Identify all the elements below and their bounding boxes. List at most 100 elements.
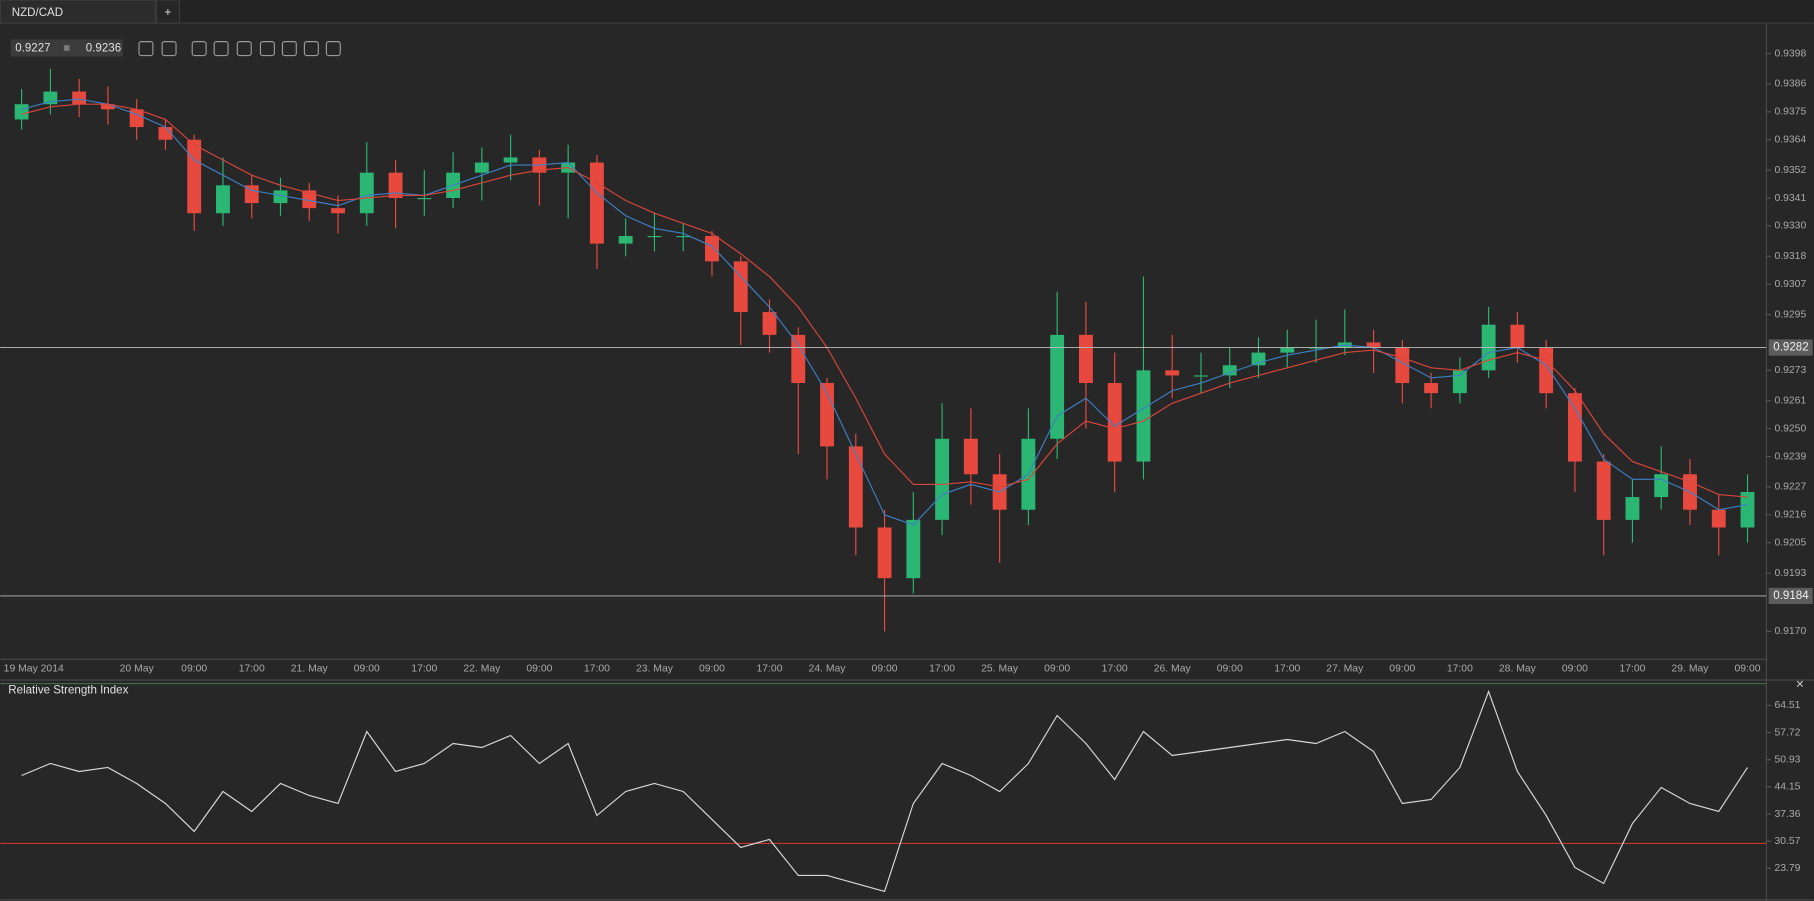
x-tick-label: 23. May	[636, 663, 674, 674]
add-tab-label: +	[165, 7, 172, 19]
candle-body	[14, 104, 29, 120]
price-level-box	[1768, 339, 1813, 356]
x-tick-label: 09:00	[1044, 663, 1070, 674]
moving-average-line	[21, 98, 1748, 526]
x-tick-label: 19 May 2014	[4, 663, 64, 674]
edit-button[interactable]	[303, 41, 319, 57]
rsi-line	[21, 689, 1748, 893]
y-tick-label: 0.9352	[1774, 165, 1806, 176]
y-tick-label: 0.9205	[1774, 537, 1806, 548]
y-tick-label: 0.9375	[1774, 107, 1806, 118]
y-tick-label: 0.9307	[1774, 279, 1806, 290]
x-tick-label: 17:00	[1447, 663, 1473, 674]
candle-body	[302, 190, 317, 209]
x-tick-label: 29. May	[1671, 663, 1709, 674]
candle-body	[791, 334, 806, 384]
x-tick-label: 17:00	[1619, 663, 1645, 674]
x-tick-label: 17:00	[756, 663, 782, 674]
x-tick-label: 27. May	[1326, 663, 1364, 674]
x-tick-label: 17:00	[411, 663, 437, 674]
candle-body	[1424, 383, 1439, 394]
indicators-button[interactable]	[236, 41, 252, 57]
y-tick-label: 0.9239	[1774, 451, 1806, 462]
candle-body	[877, 527, 892, 579]
zoom-in-button[interactable]	[161, 41, 177, 57]
x-tick-label: 17:00	[1274, 663, 1300, 674]
y-tick-label: 0.9170	[1774, 626, 1806, 637]
objects-button[interactable]	[281, 41, 297, 57]
candle-body	[100, 104, 115, 110]
y-tick-label: 0.9227	[1774, 482, 1806, 493]
candle-body	[1280, 347, 1295, 353]
x-tick-label: 09:00	[1735, 663, 1761, 674]
x-tick-label: 25. May	[981, 663, 1019, 674]
candle-body	[388, 172, 403, 199]
x-tick-label: 20 May	[120, 663, 155, 674]
price-level-box	[1768, 587, 1813, 605]
candle-body	[216, 185, 230, 214]
y-tick-label: 0.9364	[1774, 134, 1806, 145]
draw-button[interactable]	[325, 41, 341, 57]
candle-body	[273, 190, 288, 204]
candle-body	[1165, 370, 1180, 376]
x-tick-label: 21. May	[291, 663, 329, 674]
y-tick-label: 0.9250	[1774, 423, 1806, 434]
candle-body	[1194, 375, 1208, 377]
candle-body	[1309, 347, 1323, 349]
indicator-title: Relative Strength Index	[8, 685, 128, 697]
candle-body	[762, 312, 777, 335]
candle-body	[43, 91, 58, 105]
y-tick-label: 64.51	[1774, 700, 1800, 711]
x-tick-label: 17:00	[239, 663, 265, 674]
y-tick-label: 0.9273	[1774, 365, 1806, 376]
price-level-label: 0.9282	[1773, 342, 1808, 354]
y-tick-label: 37.36	[1774, 809, 1800, 820]
tab-bar	[0, 0, 1814, 24]
y-tick-label: 0.9318	[1774, 251, 1806, 262]
y-tick-label: 57.72	[1774, 727, 1800, 738]
candle-body	[1596, 461, 1611, 520]
quote-separator	[63, 45, 70, 51]
x-tick-label: 09:00	[872, 663, 898, 674]
candle-body	[1510, 324, 1525, 348]
x-tick-label: 26. May	[1154, 663, 1192, 674]
y-tick-label: 44.15	[1774, 782, 1800, 793]
studies-button[interactable]	[259, 41, 275, 57]
x-tick-label: 09:00	[699, 663, 725, 674]
candle-body	[1625, 497, 1640, 520]
y-tick-label: 0.9341	[1774, 193, 1806, 204]
candle-body	[733, 261, 748, 313]
candle-body	[647, 236, 662, 238]
x-tick-label: 24. May	[809, 663, 847, 674]
y-tick-label: 0.9330	[1774, 221, 1806, 232]
timeframe-button[interactable]	[191, 41, 207, 57]
indicator-close[interactable]: ×	[1796, 675, 1804, 691]
candle-body	[1740, 491, 1755, 528]
zoom-out-button[interactable]	[138, 41, 154, 57]
x-tick-label: 09:00	[1217, 663, 1243, 674]
candle-body	[618, 236, 633, 244]
candle-body	[72, 91, 87, 105]
x-tick-label: 09:00	[354, 663, 380, 674]
candle-body	[705, 236, 719, 262]
candle-body	[589, 162, 604, 244]
candle-body	[1654, 474, 1669, 498]
candle-body	[1567, 393, 1582, 462]
x-tick-label: 09:00	[181, 663, 207, 674]
x-tick-label: 17:00	[1102, 663, 1128, 674]
x-tick-label: 09:00	[526, 663, 552, 674]
candle-body	[331, 208, 345, 214]
candle-body	[474, 162, 489, 173]
bid-price: 0.9227	[15, 43, 50, 55]
candle-body	[1136, 370, 1151, 462]
x-tick-label: 09:00	[1562, 663, 1588, 674]
candle-body	[820, 383, 834, 447]
candle-body	[1539, 347, 1554, 394]
candle-body	[129, 109, 144, 128]
chart-type-button[interactable]	[213, 41, 229, 57]
x-tick-label: 28. May	[1499, 663, 1537, 674]
y-tick-label: 0.9386	[1774, 79, 1806, 90]
candle-body	[1251, 352, 1266, 366]
